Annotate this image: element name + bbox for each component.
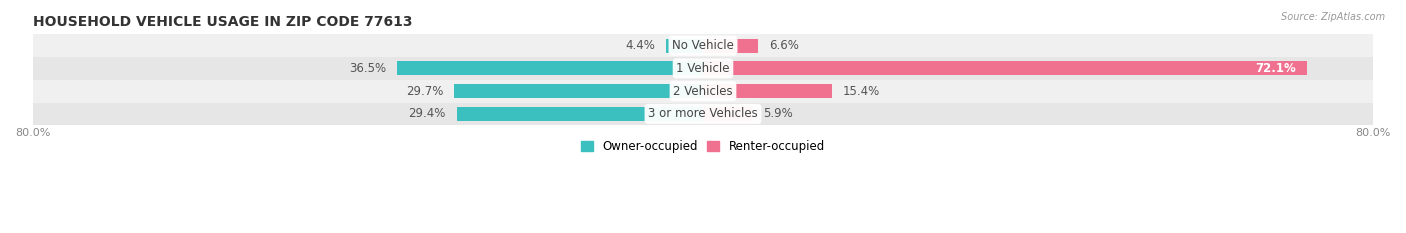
Text: 1 Vehicle: 1 Vehicle	[676, 62, 730, 75]
Text: 3 or more Vehicles: 3 or more Vehicles	[648, 107, 758, 120]
Bar	[703, 39, 758, 53]
Text: HOUSEHOLD VEHICLE USAGE IN ZIP CODE 77613: HOUSEHOLD VEHICLE USAGE IN ZIP CODE 7761…	[32, 15, 412, 29]
Bar	[32, 57, 1374, 80]
Legend: Owner-occupied, Renter-occupied: Owner-occupied, Renter-occupied	[576, 135, 830, 158]
Bar	[457, 107, 703, 121]
Text: 36.5%: 36.5%	[349, 62, 387, 75]
Text: 29.4%: 29.4%	[409, 107, 446, 120]
Text: Source: ZipAtlas.com: Source: ZipAtlas.com	[1281, 12, 1385, 22]
Bar	[32, 80, 1374, 103]
Bar	[32, 34, 1374, 57]
Text: 2 Vehicles: 2 Vehicles	[673, 85, 733, 98]
Bar	[396, 61, 703, 75]
Bar	[454, 84, 703, 98]
Text: 5.9%: 5.9%	[763, 107, 793, 120]
Bar	[703, 84, 832, 98]
Bar	[703, 107, 752, 121]
Bar	[32, 103, 1374, 125]
Text: 29.7%: 29.7%	[406, 85, 443, 98]
Text: 4.4%: 4.4%	[626, 39, 655, 52]
Bar	[703, 61, 1308, 75]
Text: 15.4%: 15.4%	[842, 85, 880, 98]
Text: 72.1%: 72.1%	[1256, 62, 1296, 75]
Text: 6.6%: 6.6%	[769, 39, 799, 52]
Bar	[666, 39, 703, 53]
Text: No Vehicle: No Vehicle	[672, 39, 734, 52]
